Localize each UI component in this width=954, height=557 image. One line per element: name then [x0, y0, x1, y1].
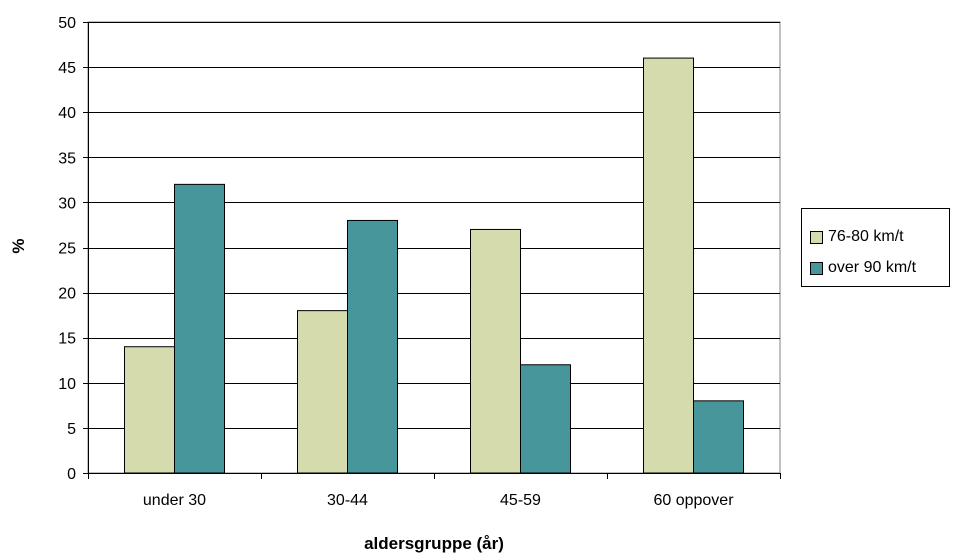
- legend-label-series-2: over 90 km/t: [828, 259, 917, 276]
- bar-1-3: [470, 228, 521, 474]
- legend-item-series-1: 76-80 km/t: [810, 227, 904, 247]
- bar-1-1: [124, 346, 175, 474]
- x-axis-title: aldersgruppe (år): [364, 534, 504, 553]
- legend-label-series-1: 76-80 km/t: [828, 228, 904, 245]
- bar-2-3: [520, 364, 571, 474]
- legend-swatch-series-1: [810, 230, 823, 244]
- y-tick-label: 50: [58, 15, 76, 32]
- x-tick-label: under 30: [143, 492, 206, 509]
- bar-1-2: [297, 310, 348, 474]
- legend-swatch-series-2: [810, 261, 823, 275]
- y-tick-label: 25: [58, 241, 76, 258]
- y-tick-label: 40: [58, 105, 76, 122]
- legend-item-series-2: over 90 km/t: [810, 258, 916, 278]
- bar-1-4: [643, 57, 694, 474]
- y-tick-label: 10: [58, 376, 76, 393]
- x-tick-label: 60 oppover: [653, 492, 734, 509]
- y-tick-label: 35: [58, 150, 76, 167]
- axes: [83, 22, 781, 479]
- y-tick-label: 15: [58, 331, 76, 348]
- y-tick-label: 45: [58, 60, 76, 77]
- y-tick-labels: 0 5 10 15 20 25 30 35 40 45 50: [58, 15, 76, 483]
- legend: 76-80 km/t over 90 km/t: [801, 208, 950, 287]
- y-axis-title: %: [9, 238, 28, 253]
- y-tick-label: 0: [67, 466, 76, 483]
- y-tick-label: 30: [58, 195, 76, 212]
- x-tick-labels: under 30 30-44 45-59 60 oppover: [143, 492, 734, 509]
- bar-2-1: [174, 183, 225, 474]
- y-tick-label: 20: [58, 286, 76, 303]
- x-tick-label: 45-59: [500, 492, 541, 509]
- bar-2-2: [347, 219, 398, 474]
- bar-2-4: [693, 400, 744, 474]
- y-tick-label: 5: [67, 421, 76, 438]
- x-tick-label: 30-44: [327, 492, 368, 509]
